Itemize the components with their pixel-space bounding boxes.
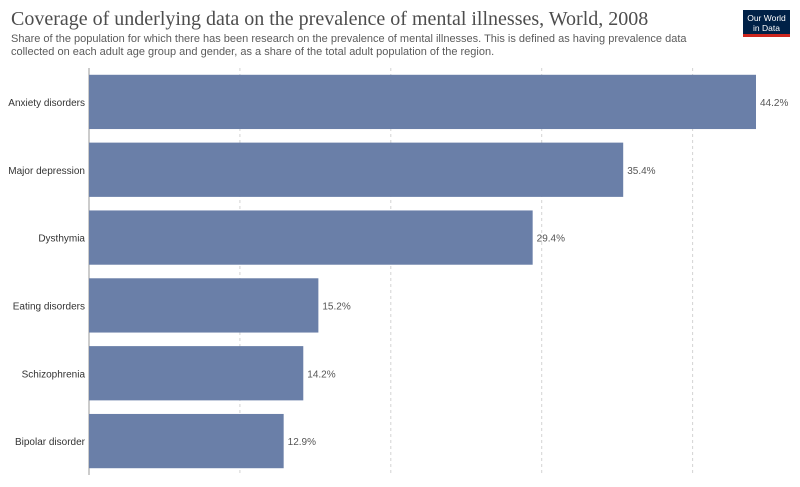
value-label-schizophrenia: 14.2% <box>307 369 335 380</box>
value-label-dysthymia: 29.4% <box>537 234 565 245</box>
value-label-eating-disorders: 15.2% <box>322 301 350 312</box>
bar-major-depression <box>89 142 624 197</box>
category-label-major-depression: Major depression <box>8 166 85 177</box>
category-label-bipolar-disorder: Bipolar disorder <box>15 437 86 448</box>
value-label-bipolar-disorder: 12.9% <box>288 437 316 448</box>
category-label-schizophrenia: Schizophrenia <box>22 369 86 380</box>
category-label-dysthymia: Dysthymia <box>38 234 85 245</box>
chart-subtitle: Share of the population for which there … <box>11 33 687 58</box>
logo-accent-bar <box>743 34 790 37</box>
logo-line-2: in Data <box>753 23 780 33</box>
category-label-eating-disorders: Eating disorders <box>13 301 85 312</box>
owid-logo[interactable]: Our World in Data <box>743 10 790 37</box>
category-label-anxiety-disorders: Anxiety disorders <box>8 98 85 109</box>
bar-dysthymia <box>89 210 533 265</box>
bar-anxiety-disorders <box>89 74 756 130</box>
value-label-anxiety-disorders: 44.2% <box>760 98 788 109</box>
bar-bipolar-disorder <box>89 413 284 469</box>
chart-title: Coverage of underlying data on the preva… <box>11 8 649 30</box>
bar-eating-disorders <box>89 278 319 333</box>
bar-schizophrenia <box>89 346 304 401</box>
value-label-major-depression: 35.4% <box>627 166 655 177</box>
logo-line-1: Our World <box>747 13 786 23</box>
